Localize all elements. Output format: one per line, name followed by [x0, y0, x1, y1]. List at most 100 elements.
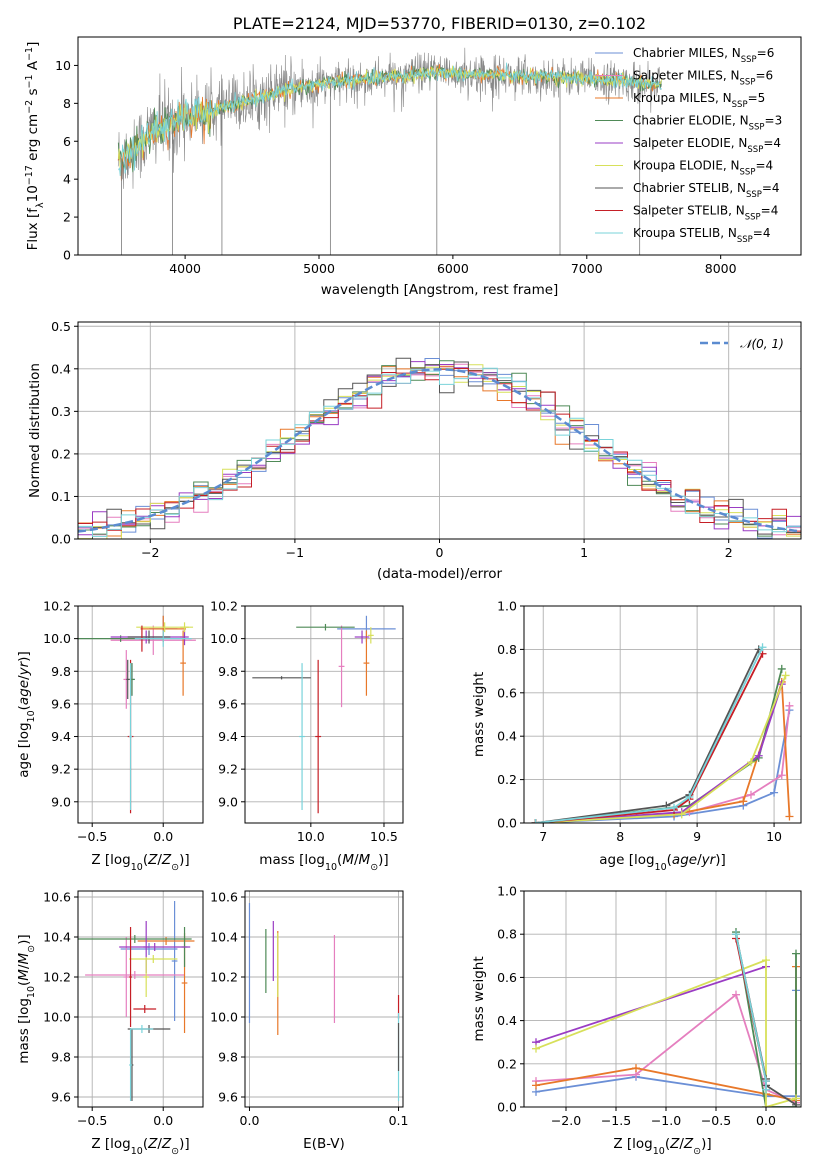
x-tick-label: −0.5	[77, 1113, 107, 1128]
plot-area	[252, 615, 396, 814]
series-line	[535, 646, 764, 823]
plot-area	[117, 47, 662, 255]
series-line	[535, 675, 787, 823]
axes-front: −0.5 0.0 9.0 9.2 9.4 9.6 9.8 10.0 10.2	[43, 599, 204, 844]
series-point	[777, 771, 786, 780]
axes-frame	[77, 36, 802, 256]
axes-front: 4000 5000 6000 7000 8000 0 2 4 6 8 10	[55, 36, 802, 276]
legend-entry: Chabrier MILES, NSSP=6	[633, 46, 774, 65]
series-point	[785, 701, 794, 710]
y-tick-label: 9.0	[51, 794, 71, 809]
y-tick-label: 0.4	[497, 729, 517, 744]
series-line	[535, 683, 783, 823]
y-tick-label: 9.2	[51, 762, 71, 777]
plot-area	[248, 903, 400, 1101]
x-tick-label: 6000	[437, 261, 469, 276]
y-tick-label: 10.0	[43, 631, 71, 646]
y-tick-label: 10.4	[210, 930, 238, 945]
y-tick-label: 0.0	[51, 532, 71, 547]
x-tick-label: 5000	[303, 261, 335, 276]
y-tick-label: 0.1	[51, 489, 71, 504]
y-tick-label: 1.0	[497, 884, 517, 899]
y-tick-label: 0	[63, 248, 71, 263]
series-line	[535, 653, 764, 823]
x-tick-label: 4000	[169, 261, 201, 276]
axes-front: 0.0 0.1 9.6 9.8 10.0 10.2 10.4 10.6	[210, 890, 408, 1129]
panel-mass_weight_vs_age: 7 8 9 10 0.0 0.2 0.4 0.6 0.8 1.0	[497, 599, 802, 844]
series-point	[531, 819, 540, 823]
y-tick-label: 0.8	[497, 927, 517, 942]
panel-spectrum: 4000 5000 6000 7000 8000 0 2 4 6 8 10	[55, 36, 802, 276]
y-tick-label: 0.0	[497, 1100, 517, 1115]
panel-mass_vs_ebv: 0.0 0.1 9.6 9.8 10.0 10.2 10.4 10.6	[210, 890, 408, 1129]
x-tick-label: −0.5	[77, 829, 107, 844]
x-tick-label: 0.1	[389, 1113, 409, 1128]
y-tick-label: 0.4	[497, 1013, 517, 1028]
y-tick-label: 0.6	[497, 685, 517, 700]
y-tick-label: 9.4	[218, 729, 238, 744]
axes-frame	[244, 890, 404, 1108]
y-tick-label: 10.2	[43, 970, 71, 985]
x-tick-label: 0.0	[153, 1113, 173, 1128]
plot-area	[78, 357, 801, 539]
legend-entry: Kroupa STELIB, NSSP=4	[633, 226, 771, 245]
x-axis-label: age [log10(age/yr)]	[599, 852, 725, 873]
series-point	[532, 1081, 540, 1090]
legend-entry: Kroupa MILES, NSSP=5	[633, 91, 765, 110]
series-point	[792, 949, 800, 958]
y-tick-label: 9.6	[218, 696, 238, 711]
y-axis-label: mass [log10(M/M⊙)]	[16, 934, 37, 1063]
series-point	[777, 664, 786, 673]
x-tick-label: 0.0	[240, 1113, 260, 1128]
y-tick-label: 10.0	[210, 631, 238, 646]
legend-entry: Chabrier ELODIE, NSSP=3	[633, 114, 782, 133]
spectrum-model-line	[118, 62, 662, 177]
axes-frame	[77, 605, 204, 824]
y-tick-label: 9.4	[51, 729, 71, 744]
panel-residuals: −2 −1 0 1 2 0.0 0.1 0.2 0.3 0.4 0.5	[51, 319, 802, 560]
y-tick-label: 10.6	[210, 890, 238, 905]
series-point	[792, 1100, 800, 1107]
y-tick-label: 2	[63, 210, 71, 225]
x-axis-label: (data-model)/error	[377, 566, 503, 582]
y-tick-label: 9.2	[218, 762, 238, 777]
panel-mass_vs_Z: −0.5 0.0 9.6 9.8 10.0 10.2 10.4 10.6	[43, 890, 204, 1128]
panel-age_vs_Z: −0.5 0.0 9.0 9.2 9.4 9.6 9.8 10.0 10.2	[43, 599, 204, 844]
x-tick-label: 9	[693, 829, 701, 844]
axes-frame	[523, 605, 802, 824]
panel-age_vs_mass: 10.0 10.5 9.0 9.2 9.4 9.6 9.8 10.0 10.2	[210, 599, 404, 844]
x-axis-label: Z [log10(Z/Z⊙)]	[613, 1136, 711, 1157]
x-axis-label: E(B-V)	[303, 1136, 345, 1152]
y-tick-label: 9.8	[218, 664, 238, 679]
y-axis-label: mass weight	[471, 672, 487, 757]
series-line	[735, 934, 767, 1090]
series-line	[535, 668, 783, 823]
y-tick-label: 9.6	[218, 1090, 238, 1105]
series-point	[746, 790, 755, 799]
series-point	[754, 751, 763, 760]
y-tick-label: 10	[55, 58, 71, 73]
legend-entry: Salpeter ELODIE, NSSP=4	[633, 136, 781, 155]
series-point	[762, 1077, 770, 1086]
y-tick-label: 0.2	[497, 772, 517, 787]
y-tick-label: 10.6	[43, 890, 71, 905]
x-tick-label: −1.5	[601, 1113, 631, 1128]
x-axis-label: Z [log10(Z/Z⊙)]	[91, 1136, 189, 1157]
x-tick-label: 7000	[571, 261, 603, 276]
x-tick-label: 8000	[705, 261, 737, 276]
series-point	[670, 803, 679, 812]
y-tick-label: 0.2	[51, 446, 71, 461]
x-tick-label: 10.0	[297, 829, 325, 844]
y-tick-label: 10.2	[210, 599, 238, 614]
x-tick-label: 0.0	[756, 1113, 776, 1128]
y-tick-label: 9.8	[51, 1050, 71, 1065]
series-point	[785, 812, 794, 821]
y-axis-label: age [log10(age/yr)]	[16, 651, 37, 777]
series-point	[732, 990, 740, 999]
legend-entry: Salpeter MILES, NSSP=6	[633, 69, 773, 88]
x-tick-label: 0.0	[153, 829, 173, 844]
y-tick-label: 0.0	[497, 816, 517, 831]
y-tick-label: 9.6	[51, 696, 71, 711]
series-point	[758, 643, 767, 652]
